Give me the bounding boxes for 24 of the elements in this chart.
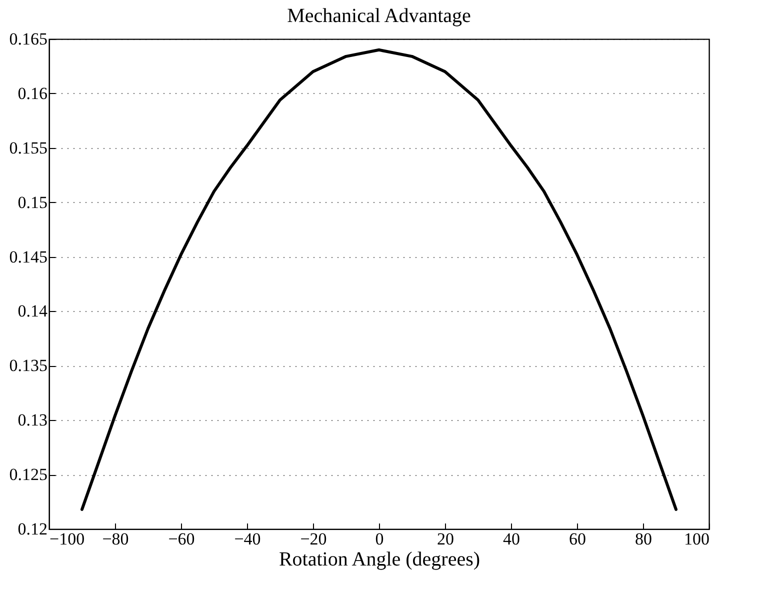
x-tick-label: −100 <box>50 530 85 548</box>
x-tick-label: 20 <box>437 530 454 548</box>
y-tick-label: 0.16 <box>18 84 48 103</box>
chart-title: Mechanical Advantage <box>287 5 472 27</box>
x-tick-label: −80 <box>102 530 129 548</box>
y-tick-label: 0.165 <box>9 30 48 48</box>
x-tick-label: 80 <box>635 530 652 548</box>
y-tick-label: 0.13 <box>18 410 48 430</box>
line-series <box>80 48 678 511</box>
y-tick-label: 0.135 <box>9 356 48 376</box>
y-tick-label: 0.12 <box>18 520 48 538</box>
y-tick-label: 0.14 <box>18 302 48 321</box>
y-tick-label: 0.125 <box>9 465 48 484</box>
y-tick-label: 0.155 <box>9 138 48 158</box>
x-tick-label: −40 <box>234 530 261 548</box>
x-tick-label: −60 <box>168 530 195 548</box>
x-tick-label: 0 <box>375 530 384 548</box>
x-tick-label: 100 <box>684 530 710 548</box>
y-tick-label: 0.15 <box>18 192 48 212</box>
y-tick-label: 0.145 <box>9 247 48 266</box>
x-tick-label: 60 <box>569 530 586 548</box>
x-axis-title: Rotation Angle (degrees) <box>278 548 480 570</box>
x-tick-label: −20 <box>300 530 327 548</box>
x-tick-label: 40 <box>503 530 520 548</box>
